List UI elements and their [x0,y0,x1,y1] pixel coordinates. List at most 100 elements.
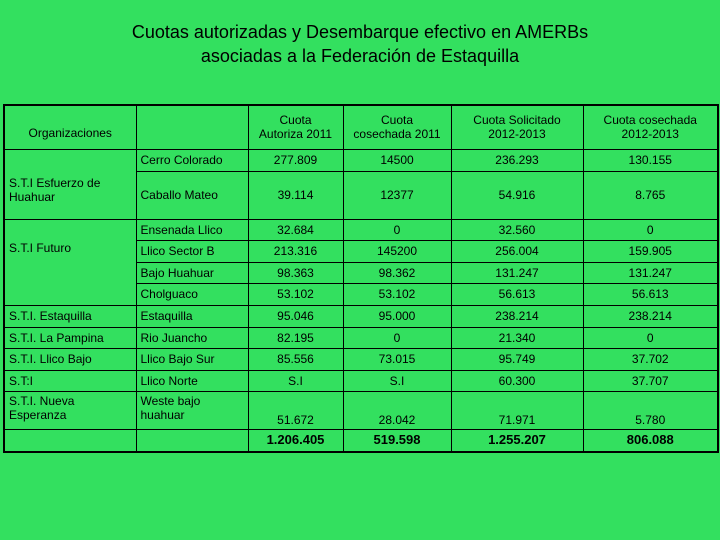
cuota-cosechada-2011-cell: 0 [342,218,452,241]
cuota-solicitado-cell: 256.004 [450,239,584,263]
table-row: S.T:I Llico Norte S.I S.I 60.300 37.707 [3,369,719,392]
table-row: S.T.I. La Pampina Rio Juancho 82.195 0 2… [3,326,719,349]
sector-cell: Estaquilla [135,304,249,328]
sector-cell: Llico Sector B [135,239,249,263]
sector-cell: Cerro Colorado [135,148,249,172]
table-row: Caballo Mateo 39.114 12377 54.916 8.765 [4,170,719,220]
cuota-cosechada-1213-cell: 37.702 [582,347,719,371]
header-cuota-cosechada-2011: Cuota cosechada 2011 [342,104,452,150]
cuota-solicitado-cell: 60.300 [450,369,584,392]
sector-cell: Rio Juancho [135,326,249,349]
header-cuota-autoriza-2011: Cuota Autoriza 2011 [247,104,344,150]
cuota-cosechada-2011-cell: 14500 [342,148,452,172]
cuota-solicitado-cell: 32.560 [450,218,584,241]
table-row: S.T.I Futuro Ensenada Llico 32.684 0 32.… [3,218,719,306]
cuota-cosechada-2011-cell: S.I [342,369,452,392]
totals-row: 1.206.405 519.598 1.255.207 806.088 [3,428,719,453]
table-row: S.T.I. Nueva Esperanza Weste bajo huahua… [3,390,719,430]
cuota-autoriza-2011-cell: 85.556 [247,347,344,371]
org-sti: S.T:I [3,369,137,392]
org-llico-bajo: S.T.I. Llico Bajo [3,347,137,371]
quota-table: Organizaciones Cuota Autoriza 2011 Cuota… [3,104,719,453]
table-row: Bajo Huahuar 98.363 98.362 131.247 131.2… [4,261,719,284]
cuota-cosechada-1213-cell: 56.613 [582,282,719,306]
total-cuota-cosechada-1213: 806.088 [582,428,719,453]
title-line-1: Cuotas autorizadas y Desembarque efectiv… [131,22,589,42]
sector-cell: Bajo Huahuar [135,261,249,284]
header-cuota-cosechada-1213: Cuota cosechada 2012-2013 [582,104,719,150]
sector-cell: Ensenada Llico [135,218,249,241]
header-cuota-cosechada-2011-l2: cosechada 2011 [353,127,441,142]
org-la-pampina: S.T.I. La Pampina [3,326,137,349]
header-organizaciones: Organizaciones [3,104,137,150]
org-futuro: S.T.I Futuro [9,240,72,255]
cuota-solicitado-cell: 56.613 [450,282,584,306]
org-futuro-spacer [9,224,132,241]
cuota-solicitado-cell: 238.214 [450,304,584,328]
sector-cell: Llico Bajo Sur [135,347,249,371]
cuota-autoriza-2011-cell: 98.363 [247,261,344,284]
cuota-solicitado-cell: 21.340 [450,326,584,349]
org-esfuerzo-de-huahuar: S.T.I Esfuerzo de Huahuar [3,148,137,220]
header-row: Organizaciones Cuota Autoriza 2011 Cuota… [3,104,719,150]
total-cuota-cosechada-2011: 519.598 [342,428,452,453]
cuota-autoriza-2011-cell: 95.046 [247,304,344,328]
cuota-cosechada-1213-cell: 130.155 [582,148,719,172]
cuota-cosechada-2011-cell: 53.102 [342,282,452,306]
cuota-autoriza-2011-cell: 32.684 [247,218,344,241]
header-cuota-autoriza-2011-l1: Cuota [279,113,312,128]
cuota-cosechada-2011-cell: 28.042 [342,390,452,430]
header-cuota-cosechada-1213-l1: Cuota cosechada [603,113,697,128]
table-row: Cholguaco 53.102 53.102 56.613 56.613 [4,282,719,306]
header-blank [135,104,249,150]
total-cuota-solicitado: 1.255.207 [450,428,584,453]
cuota-autoriza-2011-cell: 51.672 [247,390,344,430]
cuota-cosechada-1213-cell: 131.247 [582,261,719,284]
sector-cell: Cholguaco [135,282,249,306]
cuota-cosechada-2011-cell: 73.015 [342,347,452,371]
org-estaquilla: S.T.I. Estaquilla [3,304,137,328]
header-cuota-autoriza-2011-l2: Autoriza 2011 [258,127,333,142]
total-cuota-autoriza-2011: 1.206.405 [247,428,344,453]
page-title: Cuotas autorizadas y Desembarque efectiv… [0,20,720,68]
cuota-solicitado-cell: 71.971 [450,390,584,430]
cuota-autoriza-2011-cell: 277.809 [247,148,344,172]
cuota-solicitado-cell: 95.749 [450,347,584,371]
cuota-cosechada-1213-cell: 0 [582,218,719,241]
cuota-autoriza-2011-cell: S.I [247,369,344,392]
header-cuota-solicitado: Cuota Solicitado 2012-2013 [450,104,584,150]
cuota-cosechada-2011-cell: 145200 [342,239,452,263]
cuota-cosechada-2011-cell: 95.000 [342,304,452,328]
cuota-cosechada-1213-cell: 5.780 [582,390,719,430]
header-cuota-solicitado-l1: Cuota Solicitado [473,113,561,128]
cuota-cosechada-2011-cell: 98.362 [342,261,452,284]
cuota-autoriza-2011-cell: 213.316 [247,239,344,263]
table-row: S.T.I. Estaquilla Estaquilla 95.046 95.0… [3,304,719,328]
header-cuota-cosechada-2011-l1: Cuota [380,113,414,128]
cuota-solicitado-cell: 54.916 [450,170,584,220]
sector-cell: Weste bajo huahuar [135,390,249,430]
cuota-autoriza-2011-cell: 53.102 [247,282,344,306]
title-line-2: asociadas a la Federación de Estaquilla [200,46,520,66]
cuota-autoriza-2011-cell: 39.114 [247,170,344,220]
cuota-cosechada-1213-cell: 0 [582,326,719,349]
sector-cell: Llico Norte [135,369,249,392]
header-cuota-cosechada-1213-l2: 2012-2013 [621,127,679,142]
sector-cell: Caballo Mateo [135,170,249,220]
table-row: S.T.I. Llico Bajo Llico Bajo Sur 85.556 … [3,347,719,371]
cuota-autoriza-2011-cell: 82.195 [247,326,344,349]
cuota-cosechada-1213-cell: 159.905 [582,239,719,263]
org-futuro-cell: S.T.I Futuro [3,219,137,306]
cuota-solicitado-cell: 236.293 [450,148,584,172]
cuota-cosechada-2011-cell: 12377 [342,170,452,220]
cuota-solicitado-cell: 131.247 [450,261,584,284]
header-cuota-solicitado-l2: 2012-2013 [488,127,546,142]
totals-blank-1 [3,428,137,453]
cuota-cosechada-1213-cell: 238.214 [582,304,719,328]
table-row: S.T.I Esfuerzo de Huahuar Cerro Colorado… [3,148,719,220]
cuota-cosechada-2011-cell: 0 [342,326,452,349]
cuota-cosechada-1213-cell: 8.765 [582,170,719,220]
totals-blank-2 [135,428,249,453]
cuota-cosechada-1213-cell: 37.707 [582,369,719,392]
org-nueva-esperanza: S.T.I. Nueva Esperanza [3,390,137,430]
